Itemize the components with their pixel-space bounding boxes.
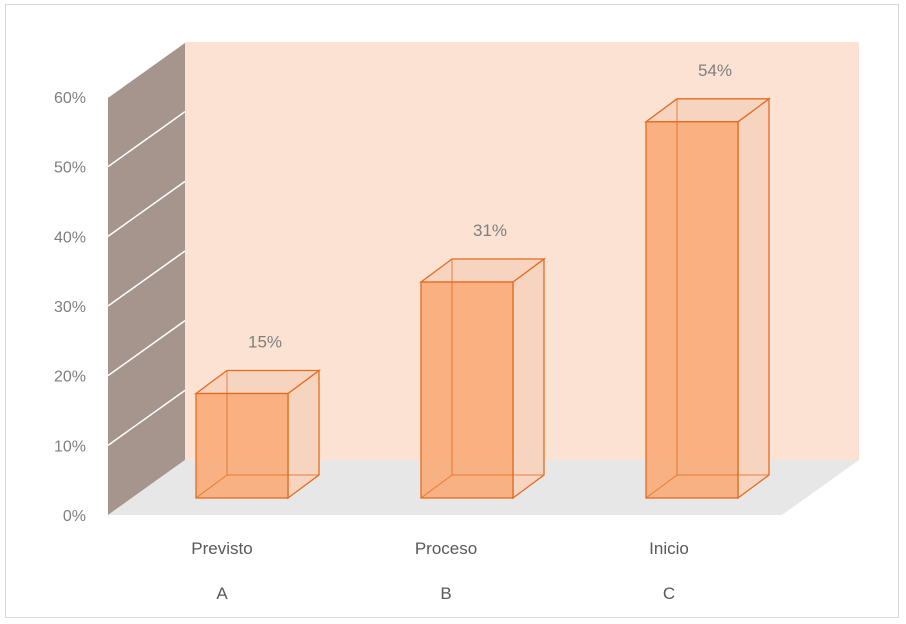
category-letter: B <box>440 584 451 603</box>
bar-front <box>195 392 289 499</box>
gridline <box>107 320 186 377</box>
y-tick-label: 60% <box>54 90 86 107</box>
x-axis: Previsto Proceso Inicio A B C <box>191 539 689 603</box>
bar-back-edge <box>195 474 228 499</box>
gridline <box>107 180 186 237</box>
data-label: 31% <box>473 221 507 240</box>
category-letter: C <box>663 584 675 603</box>
y-tick-label: 20% <box>54 369 86 386</box>
y-tick-label: 10% <box>54 438 86 455</box>
data-labels: 15% 31% 54% <box>248 61 732 352</box>
y-tick-label: 30% <box>54 299 86 316</box>
y-tick-label: 0% <box>63 508 86 525</box>
bar-front <box>420 281 514 499</box>
bar <box>194 369 321 500</box>
y-tick-label: 50% <box>54 160 86 177</box>
bars <box>194 97 771 500</box>
data-label: 54% <box>698 61 732 80</box>
bar-front <box>645 121 739 499</box>
bar-back-edge <box>645 474 678 499</box>
category-label: Previsto <box>191 539 252 558</box>
bar-side <box>512 257 545 500</box>
gridline <box>107 250 186 307</box>
gridline <box>107 389 186 446</box>
bar-side <box>737 97 770 500</box>
y-axis: 0% 10% 20% 30% 40% 50% 60% <box>54 90 86 525</box>
gridline <box>107 41 186 98</box>
category-letter: A <box>216 584 228 603</box>
category-label: Inicio <box>649 539 689 558</box>
category-label: Proceso <box>415 539 477 558</box>
y-tick-label: 40% <box>54 229 86 246</box>
data-label: 15% <box>248 333 282 352</box>
bar <box>419 257 546 500</box>
bar-back-edge <box>420 474 453 499</box>
gridlines <box>107 41 186 446</box>
gridline <box>107 111 186 168</box>
bar <box>644 97 771 500</box>
